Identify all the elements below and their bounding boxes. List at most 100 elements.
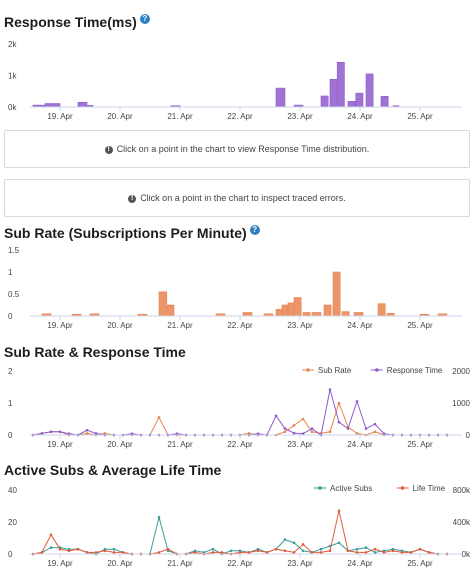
data-point: [373, 422, 377, 426]
left-y-tick-label: 40: [8, 486, 17, 495]
right-y-tick-label: 0: [466, 431, 471, 440]
left-y-tick-label: 0: [8, 431, 13, 440]
data-point: [355, 400, 359, 403]
response-time-chart[interactable]: 0k 1k 2k 19. Apr 20. Apr 21. Apr 22. Apr 23. Ap…: [0, 34, 474, 124]
bar: [302, 312, 311, 317]
bar: [77, 101, 88, 108]
bar: [336, 61, 345, 108]
data-point: [40, 551, 44, 554]
data-point: [292, 424, 296, 427]
x-tick-label: 23. Apr: [287, 112, 313, 121]
x-tick-label: 25. Apr: [407, 559, 433, 568]
help-icon[interactable]: ?: [249, 225, 260, 235]
active-subs-title-text: Active Subs & Average Life Time: [4, 462, 222, 478]
bar: [353, 312, 364, 317]
data-point: [418, 547, 422, 551]
help-icon[interactable]: ?: [139, 14, 150, 24]
response-time-title-text: Response Time(ms): [4, 14, 137, 30]
data-point: [40, 432, 44, 435]
legend-item[interactable]: Active Subs: [330, 484, 372, 493]
data-point: [382, 432, 386, 436]
bar: [320, 95, 329, 108]
data-point: [283, 430, 287, 434]
series-line: [32, 401, 447, 436]
data-point: [328, 549, 332, 553]
data-point: [166, 547, 170, 551]
series-line: [32, 517, 447, 555]
right-y-tick-label: 2000: [452, 367, 470, 376]
x-tick-label: 22. Apr: [227, 321, 253, 330]
bar: [275, 309, 283, 317]
data-point: [220, 551, 224, 554]
data-point: [373, 547, 377, 551]
data-point: [301, 543, 305, 546]
x-tick-label: 19. Apr: [47, 321, 73, 330]
data-point: [67, 432, 71, 436]
data-point: [364, 546, 368, 549]
data-point: [85, 428, 89, 432]
traced-info-text: Click on a point in the chart to inspect…: [140, 193, 346, 203]
data-point: [58, 430, 62, 434]
x-tick-label: 23. Apr: [287, 559, 313, 568]
data-point: [49, 546, 53, 549]
x-tick-label: 23. Apr: [287, 440, 313, 449]
data-point: [256, 549, 260, 553]
sub-rate-chart[interactable]: 0 0.5 1 1.5 19. Apr 20. Apr 21. Apr 22. Apr 23. …: [0, 240, 474, 332]
data-point: [355, 547, 359, 551]
legend-item[interactable]: Sub Rate: [318, 366, 352, 375]
data-point: [292, 541, 296, 545]
bar: [158, 291, 168, 317]
bar: [275, 87, 286, 108]
legend-item[interactable]: Life Time: [413, 484, 446, 493]
data-point: [274, 547, 278, 551]
x-tick-label: 20. Apr: [107, 440, 133, 449]
data-point: [67, 549, 71, 553]
x-tick-label: 25. Apr: [407, 440, 433, 449]
data-point: [274, 414, 278, 418]
data-point: [121, 551, 125, 554]
x-tick-label: 20. Apr: [107, 559, 133, 568]
data-point: [328, 430, 332, 434]
x-tick-label: 21. Apr: [167, 321, 193, 330]
y-tick-label: 1.5: [8, 246, 20, 255]
legend-item[interactable]: Response Time: [387, 366, 443, 375]
data-point: [157, 416, 161, 419]
data-point: [427, 551, 431, 554]
bar: [347, 101, 356, 108]
data-point: [310, 551, 314, 554]
data-point: [49, 533, 53, 537]
data-point: [328, 388, 332, 391]
data-point: [355, 432, 359, 435]
left-y-tick-label: 20: [8, 518, 17, 527]
right-y-tick-label: 0k: [462, 550, 471, 559]
bar: [44, 103, 61, 108]
x-tick-label: 22. Apr: [227, 112, 253, 121]
data-point: [85, 432, 89, 435]
left-y-tick-label: 1: [8, 399, 13, 408]
sub-rate-response-time-chart[interactable]: 0 1 2 0 1000 2000 Sub Rate Response Time 19. Apr…: [0, 360, 474, 450]
x-tick-label: 19. Apr: [47, 559, 73, 568]
x-tick-label: 24. Apr: [347, 112, 373, 121]
bar: [166, 304, 175, 317]
x-tick-label: 21. Apr: [167, 112, 193, 121]
data-point: [301, 432, 305, 436]
data-point: [85, 551, 89, 554]
bar: [377, 303, 386, 317]
data-point: [310, 430, 314, 434]
data-point: [157, 515, 161, 519]
data-point: [49, 430, 53, 434]
data-point: [76, 547, 80, 551]
data-point: [319, 551, 323, 554]
y-tick-label: 1k: [8, 72, 17, 81]
response-info-text: Click on a point in the chart to view Re…: [116, 144, 370, 154]
sub-rate-title: Sub Rate (Subscriptions Per Minute)?: [4, 225, 260, 241]
y-tick-label: 1: [8, 268, 13, 277]
data-point: [229, 549, 233, 553]
data-point: [346, 427, 350, 430]
data-point: [337, 509, 341, 513]
traced-errors-info-box: ! Click on a point in the chart to inspec…: [4, 179, 470, 217]
bar: [293, 297, 302, 317]
data-point: [211, 551, 215, 554]
data-point: [94, 551, 98, 554]
